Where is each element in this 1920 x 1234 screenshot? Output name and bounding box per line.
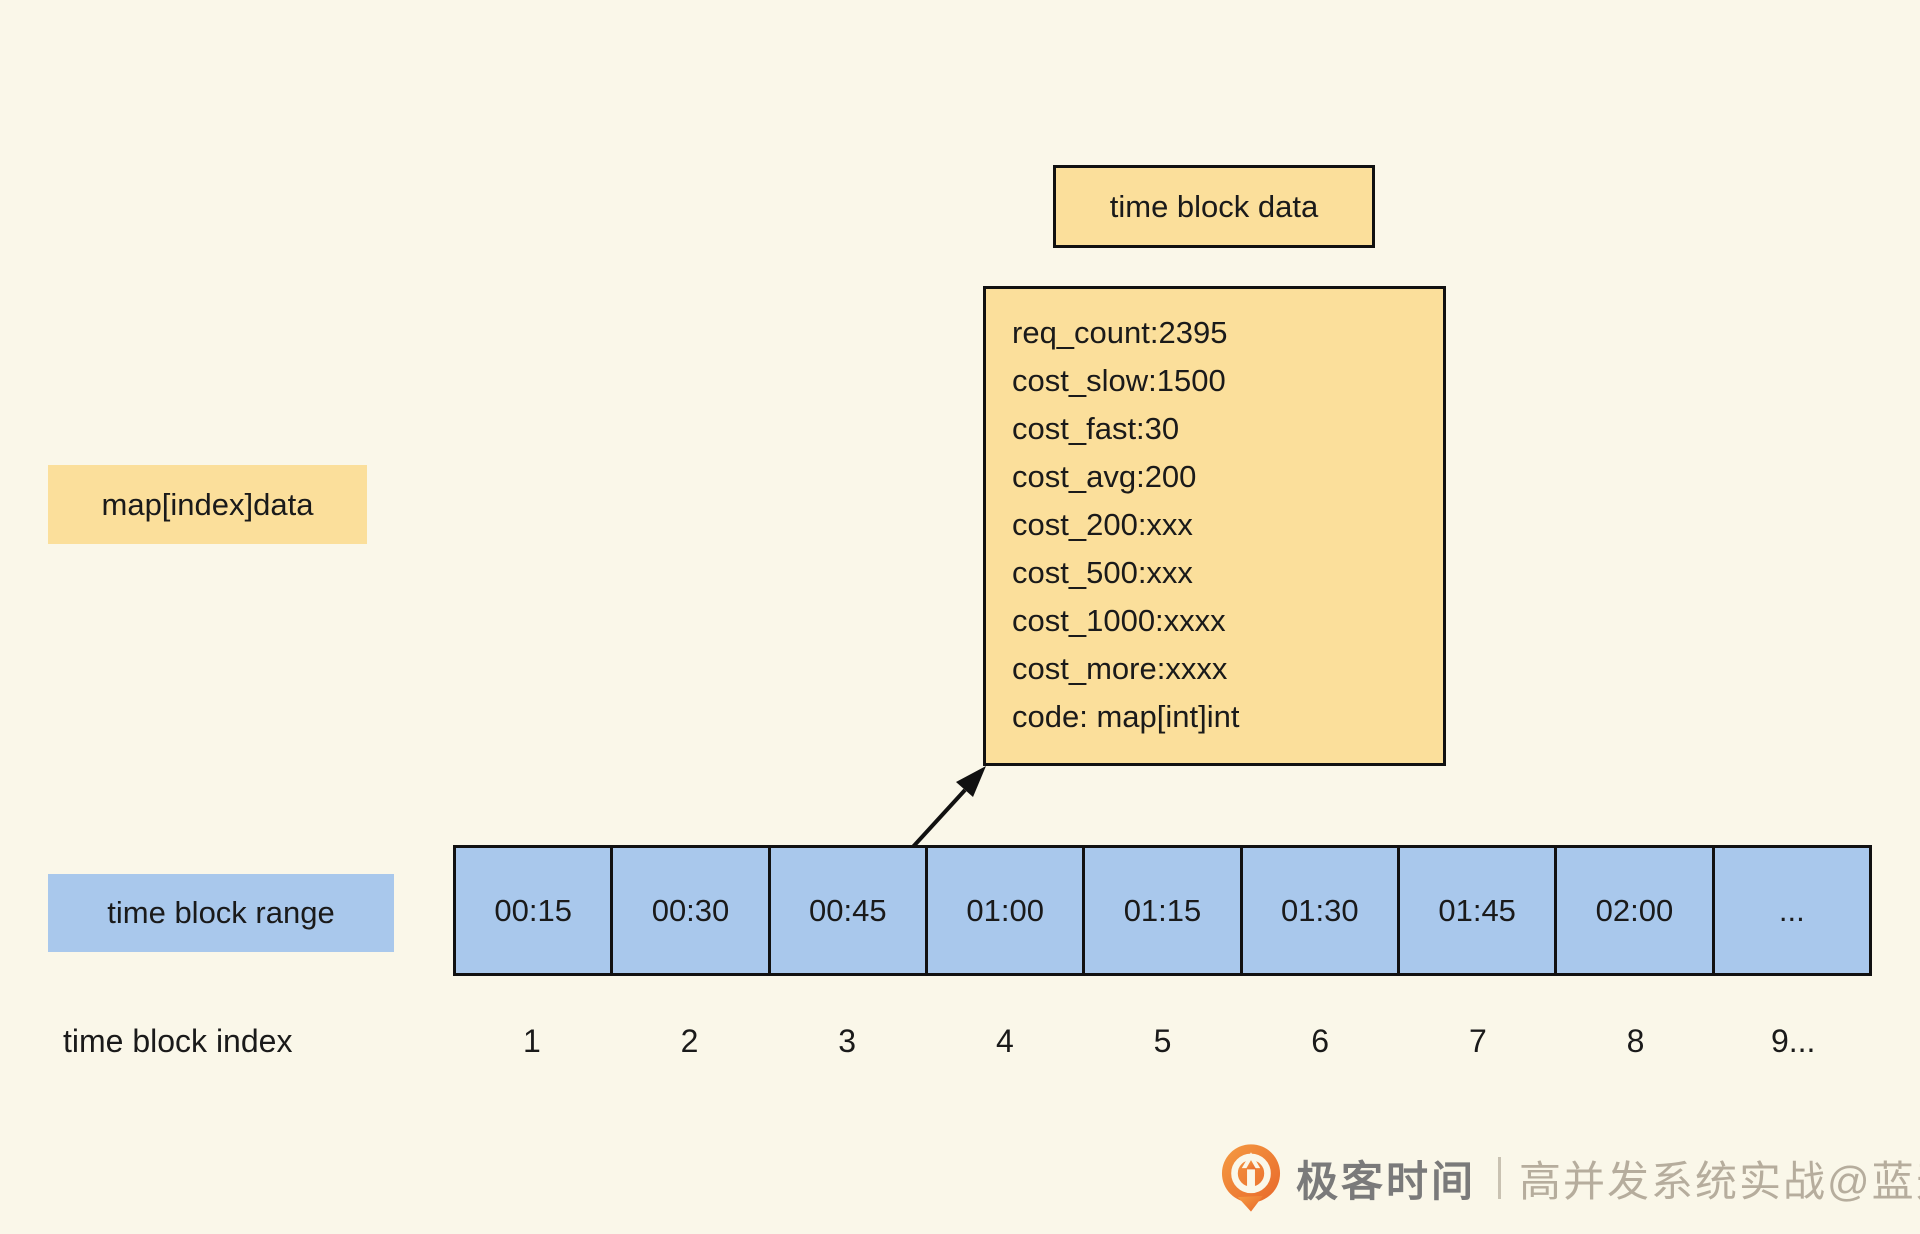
index-number-3: 3: [838, 1022, 857, 1059]
time-block-cell-8: 02:00: [1554, 848, 1712, 973]
footer-watermark: 极客时间 高并发系统实战@蓝天: [1218, 1143, 1920, 1213]
time-block-cell-2: 00:30: [610, 848, 768, 973]
map-index-data-text: map[index]data: [101, 486, 314, 522]
brand-name: 极客时间: [1296, 1157, 1477, 1205]
data-field-cost-slow: cost_slow:1500: [1012, 363, 1226, 398]
time-block-cell-1: 00:15: [456, 848, 611, 973]
geektime-logo-icon: [1218, 1143, 1284, 1213]
data-field-cost-200: cost_200:xxx: [1012, 507, 1193, 542]
time-block-range-text: time block range: [107, 895, 335, 930]
index-number-8: 8: [1626, 1022, 1645, 1059]
time-block-index-row: 1 2 3 4 5 6 7 8 9...: [453, 1012, 1872, 1070]
time-block-index-text: time block index: [63, 1022, 293, 1059]
index-number-7: 7: [1468, 1022, 1487, 1059]
map-index-data-label: map[index]data: [48, 465, 367, 544]
index-number-2: 2: [680, 1022, 699, 1059]
time-block-cell-4: 01:00: [924, 848, 1083, 973]
index-number-1: 1: [522, 1022, 541, 1059]
time-block-cell-5: 01:15: [1082, 848, 1240, 973]
time-block-data-title: time block data: [1109, 188, 1319, 224]
time-block-cell-3: 00:45: [767, 848, 925, 973]
data-field-cost-1000: cost_1000:xxxx: [1012, 603, 1226, 638]
time-block-cell-ellipsis: ...: [1711, 848, 1869, 973]
credit-text: 高并发系统实战@蓝天: [1519, 1157, 1920, 1205]
index-number-6: 6: [1311, 1022, 1330, 1059]
time-block-cell-6: 01:30: [1239, 848, 1397, 973]
data-field-cost-avg: cost_avg:200: [1012, 459, 1197, 494]
index-number-9: 9...: [1770, 1022, 1816, 1059]
data-field-cost-more: cost_more:xxxx: [1012, 651, 1228, 686]
data-field-code-type: code: map[int]int: [1012, 699, 1240, 734]
data-field-cost-fast: cost_fast:30: [1012, 411, 1180, 446]
time-block-index-label: time block index: [63, 1012, 292, 1070]
index-number-5: 5: [1153, 1022, 1172, 1059]
data-field-req-count: req_count:2395: [1012, 315, 1228, 350]
time-block-range-label: time block range: [48, 874, 394, 952]
time-block-range-row: 00:15 00:30 00:45 01:00 01:15 01:30 01:4…: [453, 845, 1872, 976]
data-field-cost-500: cost_500:xxx: [1012, 555, 1193, 590]
time-block-data-title-box: time block data: [1053, 165, 1375, 248]
time-block-data-fields-box: req_count:2395 cost_slow:1500 cost_fast:…: [983, 286, 1446, 766]
footer-divider: [1498, 1157, 1502, 1199]
time-block-cell-7: 01:45: [1396, 848, 1555, 973]
index-number-4: 4: [995, 1022, 1014, 1059]
